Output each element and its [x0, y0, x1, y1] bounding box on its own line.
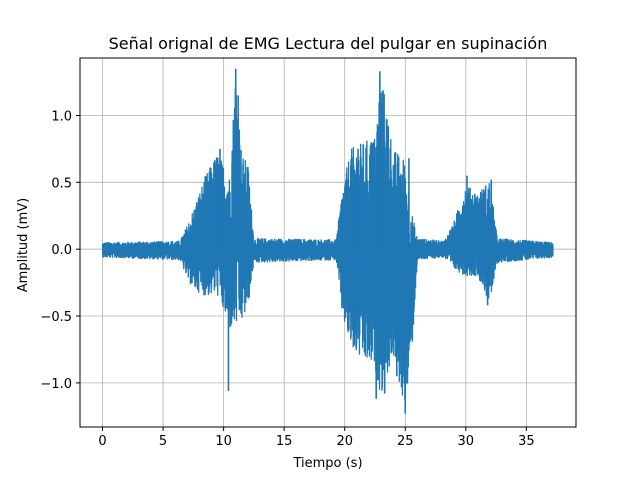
y-tick-label: 0.0 — [51, 243, 72, 258]
tick-layer: 0 5 10 15 20 25 30 35 −1.0 −0.5 0.0 0.5 1.0 — [40, 109, 534, 449]
x-tick-label: 10 — [215, 434, 232, 449]
x-tick-label: 30 — [458, 434, 475, 449]
y-axis-label: Amplitud (mV) — [16, 198, 31, 292]
y-tick-label: −1.0 — [40, 377, 72, 392]
data-layer — [101, 68, 554, 414]
x-axis-label: Tiempo (s) — [292, 456, 362, 471]
y-tick-label: 1.0 — [51, 109, 72, 124]
x-tick-label: 25 — [397, 434, 414, 449]
x-tick-label: 0 — [98, 434, 106, 449]
x-tick-label: 5 — [159, 434, 167, 449]
plot-frame — [79, 57, 577, 428]
axis-layer — [79, 57, 577, 428]
chart-title: Señal orignal de EMG Lectura del pulgar … — [109, 34, 548, 53]
x-tick-label: 15 — [276, 434, 293, 449]
x-tick-label: 20 — [336, 434, 353, 449]
x-tick-label: 35 — [518, 434, 535, 449]
y-tick-label: −0.5 — [40, 310, 72, 325]
emg-signal-line — [101, 88, 554, 412]
y-tick-label: 0.5 — [51, 176, 72, 191]
